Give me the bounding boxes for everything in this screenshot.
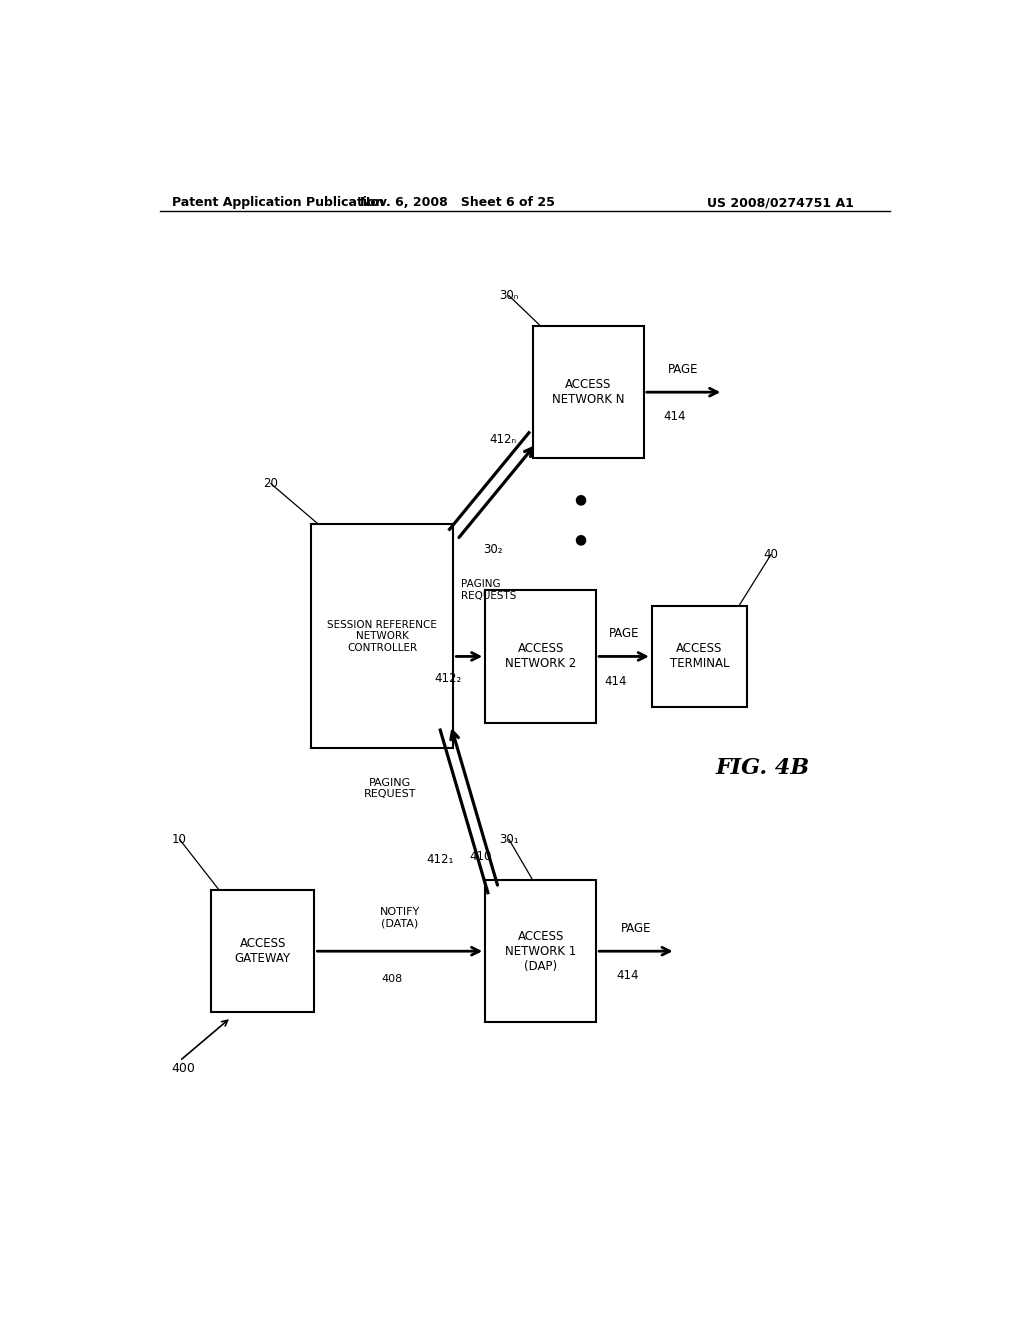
Text: PAGING
REQUESTS: PAGING REQUESTS [462, 579, 517, 601]
Text: ACCESS
NETWORK 1
(DAP): ACCESS NETWORK 1 (DAP) [505, 929, 577, 973]
FancyBboxPatch shape [651, 606, 746, 708]
Text: Nov. 6, 2008   Sheet 6 of 25: Nov. 6, 2008 Sheet 6 of 25 [359, 195, 555, 209]
Text: 414: 414 [664, 411, 686, 424]
FancyBboxPatch shape [211, 890, 314, 1012]
Text: US 2008/0274751 A1: US 2008/0274751 A1 [708, 195, 854, 209]
Text: 412ₙ: 412ₙ [489, 433, 517, 446]
Text: 412₁: 412₁ [426, 853, 454, 866]
Text: PAGE: PAGE [608, 627, 639, 640]
Text: ACCESS
GATEWAY: ACCESS GATEWAY [234, 937, 291, 965]
Text: NOTIFY
(DATA): NOTIFY (DATA) [380, 907, 420, 929]
Text: ●: ● [574, 492, 587, 506]
Text: 10: 10 [172, 833, 187, 846]
Text: ACCESS
NETWORK 2: ACCESS NETWORK 2 [505, 643, 577, 671]
Text: FIG. 4B: FIG. 4B [716, 758, 810, 779]
Text: ●: ● [574, 532, 587, 546]
Text: 40: 40 [763, 548, 778, 561]
FancyBboxPatch shape [532, 326, 644, 458]
Text: 400: 400 [172, 1061, 196, 1074]
Text: 30₂: 30₂ [483, 544, 503, 556]
Text: 408: 408 [381, 974, 402, 983]
Text: 20: 20 [263, 477, 279, 490]
Text: PAGE: PAGE [669, 363, 698, 376]
Text: SESSION REFERENCE
NETWORK
CONTROLLER: SESSION REFERENCE NETWORK CONTROLLER [327, 619, 437, 652]
Text: 30₁: 30₁ [499, 833, 519, 846]
Text: PAGE: PAGE [621, 921, 651, 935]
Text: PAGING
REQUEST: PAGING REQUEST [364, 777, 416, 800]
Text: 414: 414 [604, 675, 627, 688]
Text: ACCESS
NETWORK N: ACCESS NETWORK N [552, 378, 625, 407]
Text: ACCESS
TERMINAL: ACCESS TERMINAL [670, 643, 729, 671]
Text: 412₂: 412₂ [434, 672, 462, 685]
Text: Patent Application Publication: Patent Application Publication [172, 195, 384, 209]
Text: 414: 414 [616, 969, 639, 982]
FancyBboxPatch shape [310, 524, 454, 748]
Text: 30ₙ: 30ₙ [500, 289, 518, 302]
Text: 410: 410 [469, 850, 492, 862]
FancyBboxPatch shape [485, 880, 596, 1022]
FancyBboxPatch shape [485, 590, 596, 722]
